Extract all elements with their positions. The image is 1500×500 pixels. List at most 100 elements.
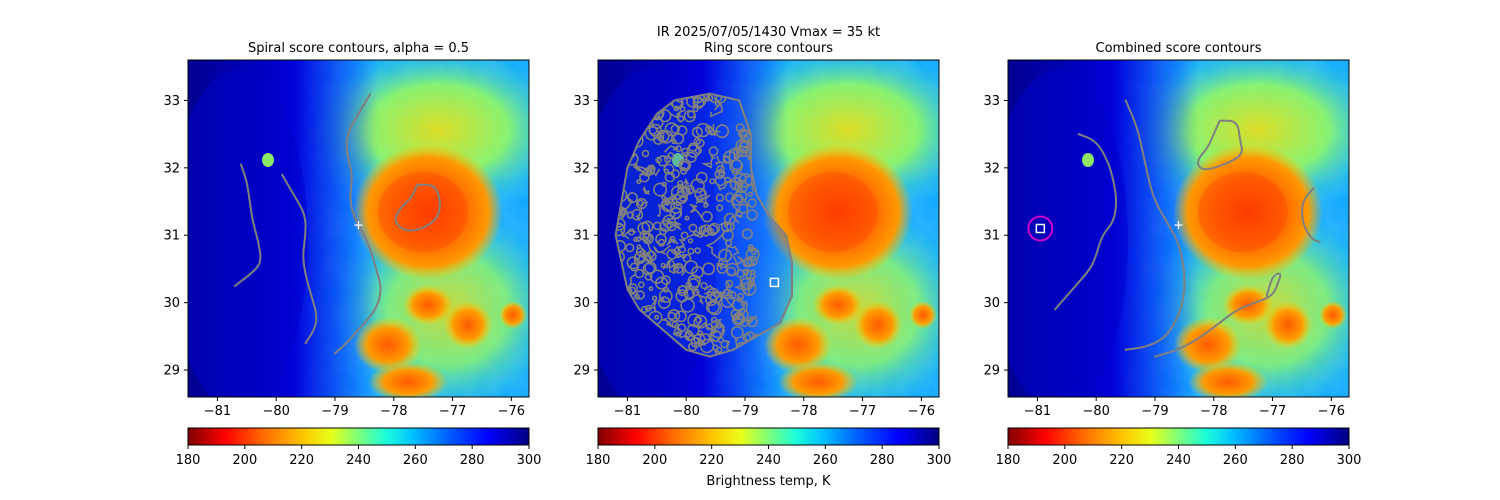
spiral-colorbar-tick-label: 280 [460,453,485,468]
ring-xtick-label: −79 [731,404,758,419]
ring-contour-squiggle [722,146,745,162]
combined-contour-line [1124,99,1186,351]
ring-panel: Ring score contours −81 −80 −79 −78 −77 −76 2… [573,41,952,489]
combined-x-axis: −81 −80 −79 −78 −77 −76 [1024,397,1345,419]
spiral-ytick-label: 32 [163,161,180,176]
combined-contour-line [1154,272,1282,358]
ring-contour-squiggle [631,208,644,221]
ring-contour-squiggle [654,276,669,290]
ring-contour-squiggle [648,125,658,135]
ring-contour-squiggle [648,286,654,292]
ring-xtick-label: −78 [790,404,817,419]
ring-colorbar-tick-label: 200 [642,453,667,468]
combined-xtick-label: −76 [1318,404,1345,419]
ring-contour-squiggle [683,288,695,299]
ring-contour-squiggle [681,177,692,195]
ring-contour-squiggle [675,310,687,323]
ring-contour-squiggle [657,296,671,309]
ring-contour-squiggle [724,280,736,310]
spiral-xtick-label: −81 [204,404,231,419]
spiral-panel-frame [187,59,530,398]
ring-contour-squiggle [641,149,650,158]
ring-contour-squiggle [682,253,692,263]
ring-contour-squiggle [670,245,684,259]
ring-contour-squiggle [740,301,746,307]
ring-contour-squiggle [664,145,679,153]
ring-contour-squiggle [642,253,653,264]
spiral-colorbar-gradient [187,427,530,446]
ring-contour-squiggle [745,268,755,284]
spiral-contour-line [394,183,441,232]
spiral-colorbar-tick-label: 180 [176,453,201,468]
ring-contour-squiggle [731,315,742,321]
ring-ytick-label: 29 [573,364,590,379]
combined-ytick-label: 32 [983,161,1000,176]
combined-colorbar-tick-label: 300 [1337,453,1362,468]
ring-colorbar-tick-label: 300 [927,453,952,468]
combined-center-marker [1174,221,1183,230]
ring-xtick-label: −81 [614,404,641,419]
ring-contour-squiggle [654,314,660,320]
spiral-colorbar-tick-label: 220 [289,453,314,468]
ring-contour-squiggle [695,194,711,207]
combined-best-marker [1035,223,1046,234]
spiral-colorbar-ticks: 180 200 220 240 260 280 300 [176,445,541,468]
ring-contour-squiggle [677,285,689,297]
ring-contour-squiggle [746,209,758,221]
ring-contour-squiggle [652,244,671,255]
ring-contour-squiggle [636,244,642,250]
ring-contour-squiggle [637,281,645,289]
combined-colorbar: 180 200 220 240 260 280 300 [996,427,1362,468]
ring-contour-squiggle [736,145,749,158]
ring-contour-squiggle [626,273,637,293]
ring-contour-squiggle [700,224,713,237]
combined-y-axis: 29 30 31 32 33 [983,94,1008,379]
ring-contour-squiggle [694,187,707,201]
combined-xtick-label: −80 [1082,404,1109,419]
ring-contour-squiggle [738,203,749,214]
ring-contour-squiggle [657,155,669,167]
ring-ytick-label: 32 [573,161,590,176]
ring-colorbar: 180 200 220 240 260 280 300 Brightness temp, K [586,427,952,489]
ring-contour-squiggle [676,125,688,136]
ring-contour-squiggle [716,165,725,174]
ring-contour-squiggle [695,138,705,148]
ring-contour-squiggle [669,206,683,220]
ring-contour-squiggle [734,179,748,194]
spiral-panel-title: Spiral score contours, alpha = 0.5 [248,41,469,56]
ring-contour-squiggle [651,295,658,301]
ring-contour-squiggle [670,109,683,123]
ring-contour-squiggle [688,223,698,233]
ring-x-axis: −81 −80 −79 −78 −77 −76 [614,397,935,419]
ring-contour-squiggle [715,318,726,335]
combined-contour-line [1197,119,1243,171]
ring-contour-squiggle [655,132,665,143]
ring-contour-squiggle [732,255,745,266]
ring-contour-squiggle [746,255,758,267]
ring-contour-squiggle [736,296,743,303]
ring-contour-squiggle [719,214,740,228]
ring-contour-squiggle [625,243,635,253]
ring-contour-squiggle [687,238,694,244]
spiral-ytick-label: 33 [163,94,180,109]
ring-contour-squiggle [691,288,700,297]
ring-contour-squiggle [647,299,658,313]
spiral-markers [354,221,363,230]
spiral-ytick-label: 29 [163,364,180,379]
ring-contour-squiggle [705,293,718,307]
ring-contour-squiggle [710,102,724,118]
ring-ytick-label: 30 [573,296,590,311]
ring-contour-squiggle [715,204,724,212]
combined-xtick-label: −81 [1024,404,1051,419]
ring-contour-squiggle [633,293,640,300]
ring-colorbar-ticks: 180 200 220 240 260 280 300 [586,445,952,468]
ring-colorbar-tick-label: 240 [756,453,781,468]
ring-contour-squiggle [716,262,724,271]
spiral-xtick-label: −79 [321,404,348,419]
ring-y-axis: 29 30 31 32 33 [573,94,598,379]
ring-contour-squiggle [734,189,748,203]
ring-contour-squiggle [725,279,734,288]
spiral-contour-line [281,173,318,345]
ring-contour-squiggle [666,211,682,231]
ring-contour-squiggle [746,314,758,326]
